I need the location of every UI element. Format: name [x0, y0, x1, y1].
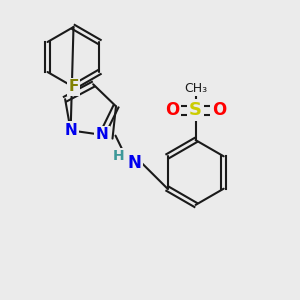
Text: N: N — [64, 123, 77, 138]
Text: F: F — [68, 80, 79, 94]
Text: N: N — [128, 154, 141, 172]
Text: N: N — [96, 127, 109, 142]
Text: H: H — [113, 149, 124, 163]
Text: O: O — [165, 101, 179, 119]
Text: CH₃: CH₃ — [184, 82, 207, 95]
Text: S: S — [189, 101, 202, 119]
Text: O: O — [212, 101, 226, 119]
